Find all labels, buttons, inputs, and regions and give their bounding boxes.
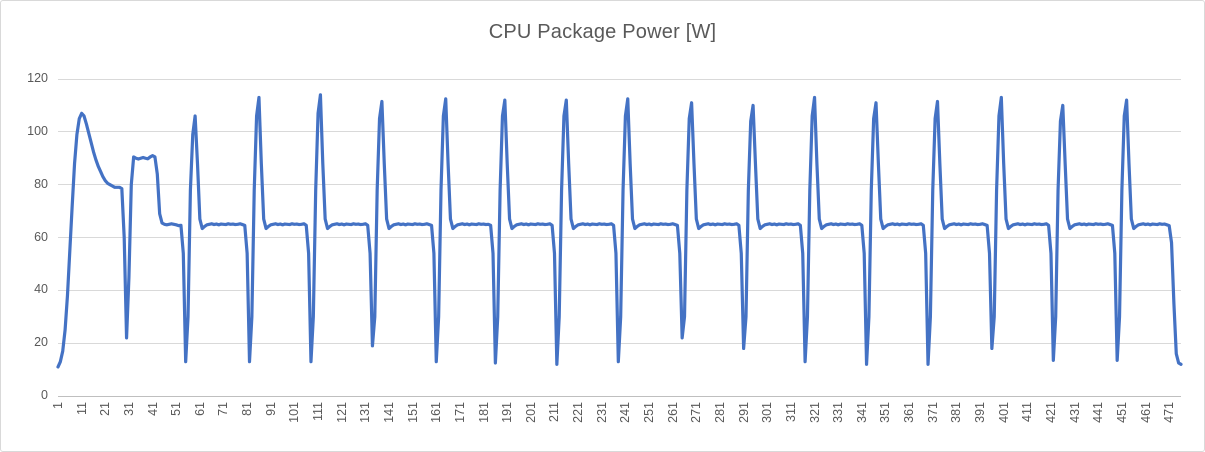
- plot-area: [56, 78, 1183, 397]
- x-axis-tick-label: 71: [216, 402, 231, 416]
- x-axis-line: [58, 395, 1181, 397]
- x-axis-tick-label: 381: [949, 402, 964, 423]
- x-axis-tick-label: 471: [1162, 402, 1177, 423]
- x-axis-tick-label: 31: [121, 402, 136, 416]
- x-axis-tick-label: 261: [665, 402, 680, 423]
- x-axis-tick-label: 81: [240, 402, 255, 416]
- x-axis-tick-label: 51: [169, 402, 184, 416]
- x-axis-tick-label: 401: [996, 402, 1011, 423]
- x-axis: 1 11 21 31 41 51 61 71 81 91 101 111 121 131 141 151 161…: [1, 402, 1204, 450]
- gridline: [58, 289, 1181, 291]
- x-axis-tick-label: 421: [1043, 402, 1058, 423]
- x-axis-tick-label: 141: [381, 402, 396, 423]
- gridline: [58, 237, 1181, 238]
- x-axis-tick-label: 111: [311, 402, 326, 422]
- x-axis-tick-label: 121: [334, 402, 349, 423]
- x-axis-tick-label: 91: [263, 402, 278, 416]
- x-axis-tick-label: 211: [547, 402, 562, 422]
- y-axis-tick-label: 40: [34, 282, 48, 297]
- x-axis-tick-label: 321: [807, 402, 822, 423]
- x-axis-tick-label: 411: [1020, 402, 1035, 422]
- x-axis-tick-label: 221: [571, 402, 586, 423]
- y-axis-tick-label: 80: [34, 176, 48, 191]
- x-axis-tick-label: 21: [98, 402, 113, 416]
- x-axis-tick-label: 271: [689, 402, 704, 423]
- x-axis-tick-label: 251: [642, 402, 657, 423]
- x-axis-tick-label: 201: [523, 402, 538, 423]
- y-axis-tick-label: 60: [34, 229, 48, 244]
- x-axis-tick-label: 311: [783, 402, 798, 422]
- x-axis-tick-label: 441: [1091, 402, 1106, 423]
- x-axis-tick-label: 391: [973, 402, 988, 423]
- x-axis-tick-label: 451: [1114, 402, 1129, 423]
- gridline: [58, 131, 1181, 133]
- y-axis-tick-label: 0: [41, 388, 48, 402]
- x-axis-tick-label: 11: [74, 402, 89, 415]
- x-axis-tick-label: 181: [476, 402, 491, 423]
- x-axis-tick-label: 301: [760, 402, 775, 423]
- x-axis-tick-label: 41: [145, 402, 160, 416]
- x-axis-tick-label: 61: [192, 402, 207, 416]
- x-axis-tick-label: 131: [358, 402, 373, 423]
- x-axis-tick-label: 191: [500, 402, 515, 423]
- x-axis-tick-label: 231: [594, 402, 609, 423]
- gridline: [58, 78, 1181, 80]
- x-axis-tick-label: 341: [854, 402, 869, 423]
- x-axis-tick-label: 171: [452, 402, 467, 423]
- x-axis-tick-label: 161: [429, 402, 444, 423]
- x-axis-tick-label: 101: [287, 402, 302, 423]
- x-axis-tick-label: 431: [1067, 402, 1082, 423]
- x-axis-tick-label: 151: [405, 402, 420, 423]
- x-axis-tick-label: 1: [51, 402, 65, 409]
- x-axis-tick-label: 241: [618, 402, 633, 423]
- x-axis-tick-label: 291: [736, 402, 751, 423]
- gridline: [58, 184, 1181, 186]
- y-axis-tick-label: 20: [34, 335, 48, 350]
- power-series-line: [56, 93, 1183, 369]
- x-axis-tick-label: 331: [831, 402, 846, 423]
- x-axis-tick-label: 361: [902, 402, 917, 423]
- x-axis-tick-label: 461: [1138, 402, 1153, 423]
- chart-title: CPU Package Power [W]: [488, 21, 717, 43]
- x-axis-tick-label: 371: [925, 402, 940, 423]
- y-axis-tick-label: 100: [27, 123, 48, 138]
- x-axis-tick-label: 351: [878, 402, 893, 423]
- y-axis-tick-label: 120: [27, 71, 48, 85]
- x-axis-tick-label: 281: [712, 402, 727, 423]
